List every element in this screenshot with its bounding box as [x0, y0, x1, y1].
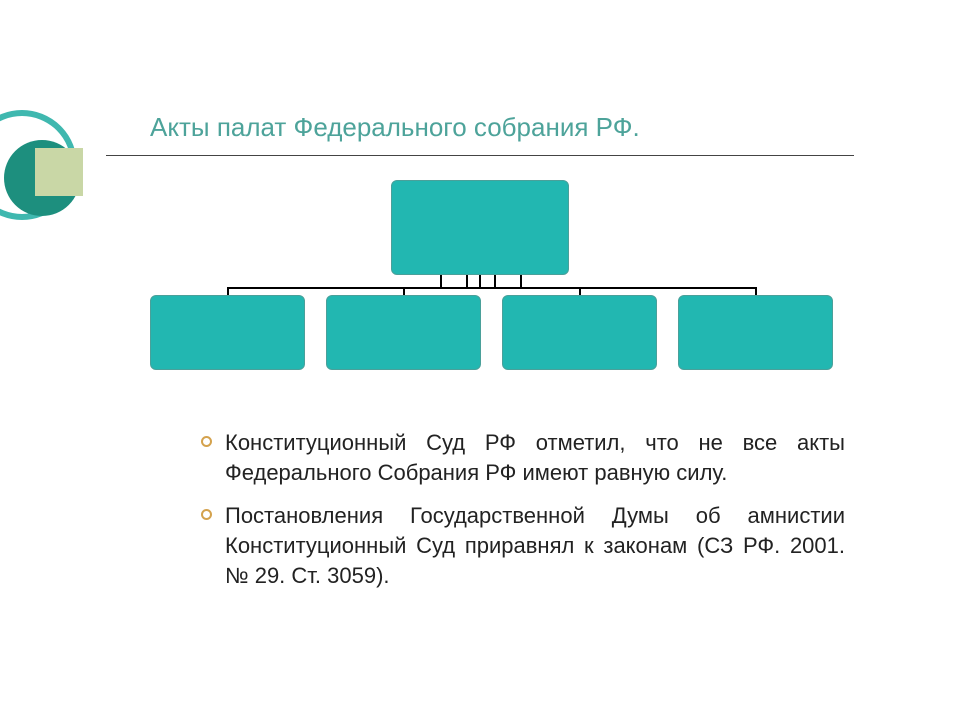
bullet-item-1: Постановления Государственной Думы об ам…	[225, 501, 845, 590]
chart-drop-2	[579, 287, 581, 295]
chart-stub-3	[520, 275, 522, 287]
chart-drop-1	[403, 287, 405, 295]
corner-decoration	[0, 110, 95, 230]
bullet-item-0: Конституционный Суд РФ отметил, что не в…	[225, 428, 845, 487]
chart-stub-1	[466, 275, 468, 287]
bullet-list: Конституционный Суд РФ отметил, что не в…	[185, 428, 845, 604]
chart-hbar	[228, 287, 756, 289]
chart-drop-0	[227, 287, 229, 295]
chart-child-node-0	[150, 295, 305, 370]
slide: Акты палат Федерального собрания РФ. Кон…	[0, 0, 960, 720]
chart-root-node	[391, 180, 569, 275]
org-chart	[150, 180, 834, 370]
chart-child-node-1	[326, 295, 481, 370]
decor-square	[35, 148, 83, 196]
slide-title: Акты палат Федерального собрания РФ.	[150, 112, 840, 143]
chart-stub-2	[494, 275, 496, 287]
chart-child-node-2	[502, 295, 657, 370]
chart-stub-0	[440, 275, 442, 287]
chart-child-node-3	[678, 295, 833, 370]
title-underline	[106, 155, 854, 156]
chart-drop-3	[755, 287, 757, 295]
chart-trunk	[479, 275, 481, 287]
